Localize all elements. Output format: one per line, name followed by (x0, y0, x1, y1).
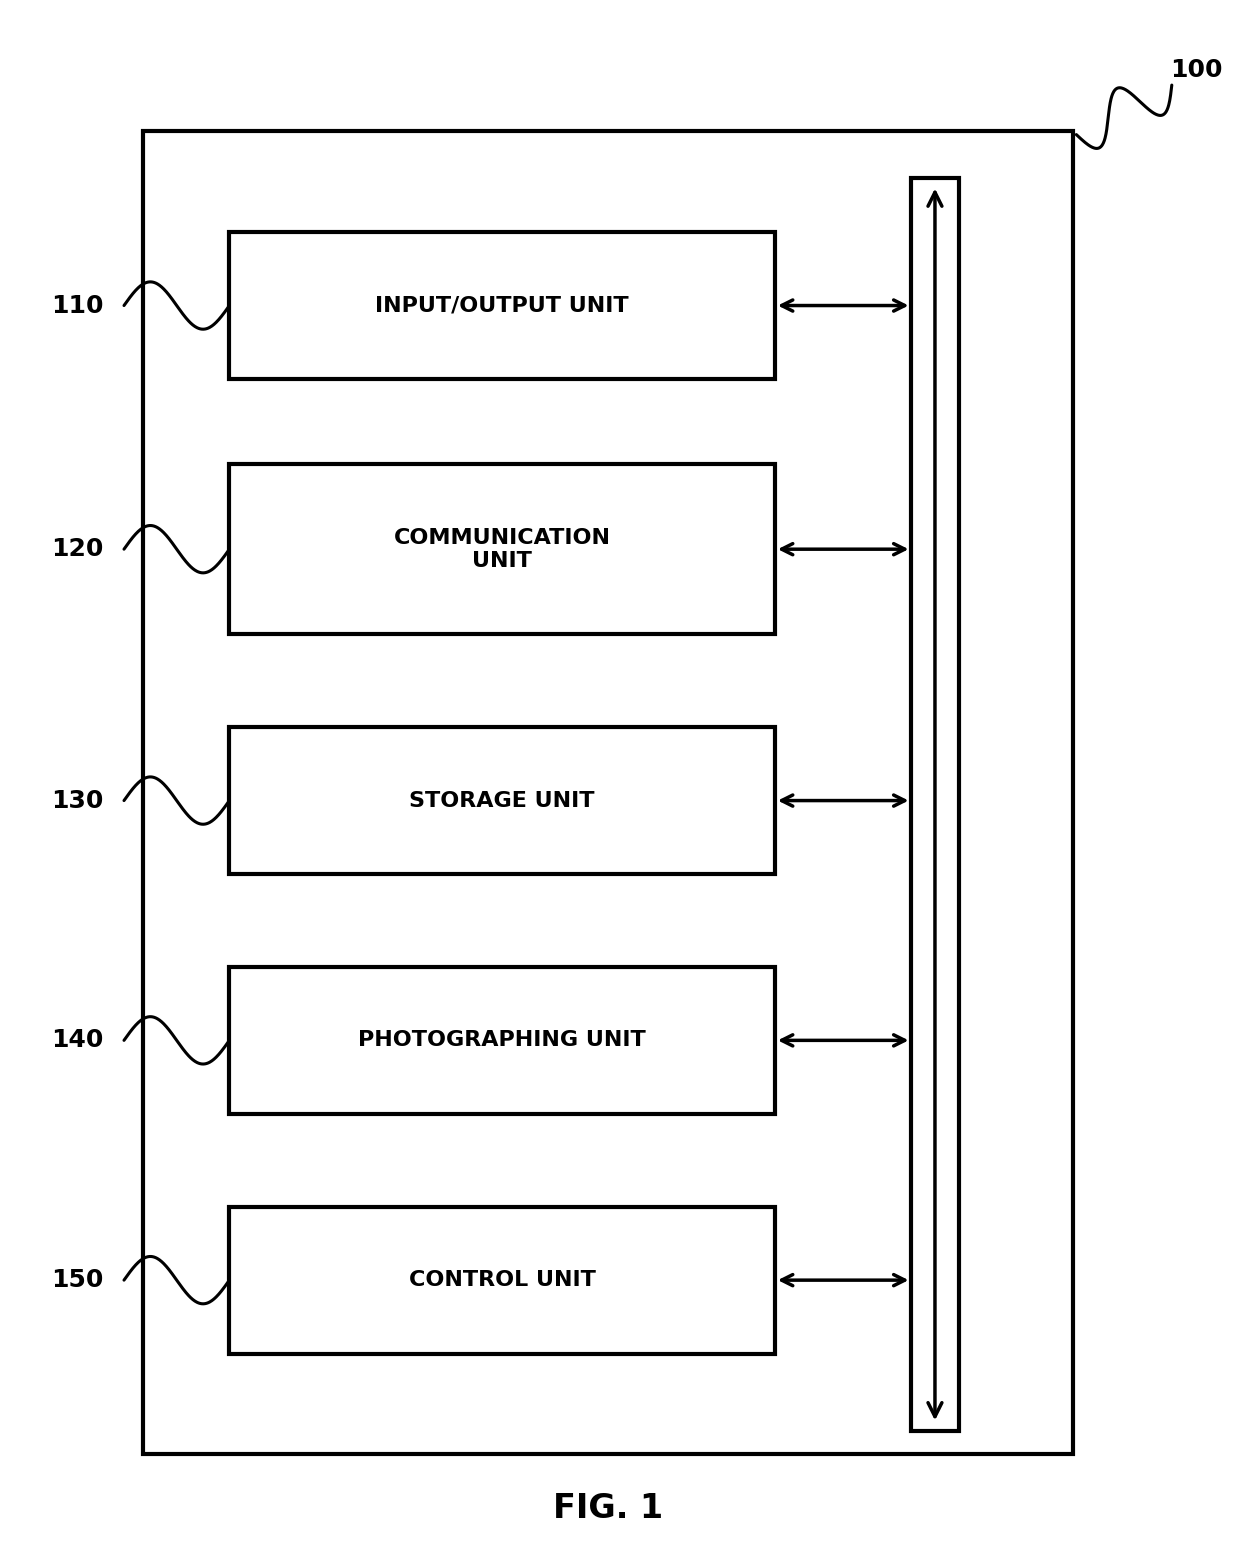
Text: CONTROL UNIT: CONTROL UNIT (409, 1270, 595, 1290)
Text: STORAGE UNIT: STORAGE UNIT (409, 791, 595, 811)
Text: 120: 120 (51, 537, 103, 562)
Bar (229, 464, 775, 634)
Text: FIG. 1: FIG. 1 (553, 1491, 662, 1525)
Bar (229, 232, 775, 379)
Text: PHOTOGRAPHING UNIT: PHOTOGRAPHING UNIT (358, 1030, 646, 1050)
Text: 150: 150 (51, 1269, 103, 1292)
Bar (911, 178, 959, 1431)
Bar (229, 1207, 775, 1354)
Text: 110: 110 (51, 294, 103, 317)
Text: INPUT/OUTPUT UNIT: INPUT/OUTPUT UNIT (376, 295, 629, 316)
Bar (229, 727, 775, 874)
Bar (229, 967, 775, 1114)
Text: COMMUNICATION
UNIT: COMMUNICATION UNIT (394, 528, 611, 571)
Text: 100: 100 (1171, 57, 1223, 82)
Bar (143, 131, 1073, 1454)
Text: 140: 140 (51, 1029, 103, 1052)
Text: 130: 130 (51, 789, 103, 812)
